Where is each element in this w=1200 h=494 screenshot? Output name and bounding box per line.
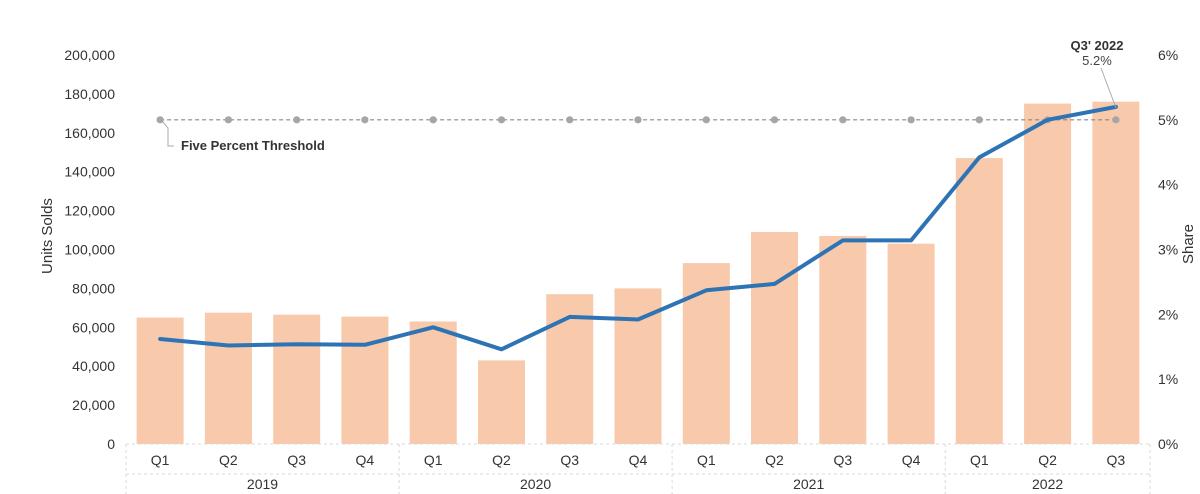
bar (1092, 101, 1140, 444)
x-tick-label: Q4 (629, 452, 648, 468)
share-line-layer (158, 104, 1118, 352)
x-tick-label: Q2 (765, 452, 784, 468)
threshold-marker (770, 116, 779, 124)
x-group-label: 2022 (1032, 476, 1063, 492)
x-tick-label: Q3 (560, 452, 579, 468)
bar (341, 316, 389, 444)
y-tick-label: 40,000 (72, 358, 115, 374)
x-tick-label: Q3 (287, 452, 306, 468)
threshold-marker (224, 116, 232, 124)
share-line (158, 104, 1118, 352)
x-tick-label: Q1 (970, 452, 989, 468)
x-tick-label: Q1 (151, 452, 170, 468)
threshold-marker (361, 116, 369, 124)
y2-tick-label: 6% (1158, 47, 1178, 63)
bar (204, 312, 252, 444)
bar (273, 314, 321, 444)
y-tick-label: 80,000 (72, 280, 115, 296)
threshold-marker (975, 116, 983, 124)
x-axis: Q1 Q2 Q3 Q4 Q1 Q2 Q3 Q4 Q1 Q2 Q3 Q4 Q1 Q2 Q3 2019 2020 20… (125, 443, 1151, 494)
threshold-marker (702, 116, 710, 124)
bar (751, 232, 798, 444)
y-tick-label: 180,000 (64, 86, 115, 102)
bar (887, 243, 935, 444)
bar (819, 235, 867, 444)
annotation-value: 5.2% (1082, 53, 1112, 68)
y-axis-title: Units Solds (39, 198, 56, 274)
y2-tick-label: 0% (1158, 436, 1178, 452)
threshold-marker (429, 116, 437, 124)
x-group-label: 2019 (247, 476, 278, 492)
y-axis-right: 0% 1% 2% 3% 4% 5% 6% (1158, 47, 1178, 452)
x-group-label: 2021 (793, 476, 824, 492)
y-tick-label: 100,000 (64, 242, 115, 258)
y-tick-label: 120,000 (64, 203, 115, 219)
bar (409, 321, 457, 444)
threshold-marker (293, 116, 301, 124)
threshold-marker (634, 116, 642, 124)
bar (136, 317, 184, 444)
threshold-marker (839, 116, 847, 124)
x-tick-label: Q3 (833, 452, 852, 468)
threshold-layer (156, 116, 1120, 124)
bar (955, 158, 1003, 444)
y-tick-label: 20,000 (72, 397, 115, 413)
threshold-label: Five Percent Threshold (181, 138, 325, 153)
bars-layer (136, 101, 1140, 444)
y-tick-label: 140,000 (64, 164, 115, 180)
y2-tick-label: 5% (1158, 112, 1178, 128)
y2-tick-label: 3% (1158, 242, 1178, 258)
y-tick-label: 200,000 (64, 47, 115, 63)
y-tick-label: 60,000 (72, 319, 115, 335)
bar (1024, 103, 1072, 444)
y2-tick-label: 4% (1158, 177, 1178, 193)
x-group-label: 2020 (520, 476, 551, 492)
x-tick-label: Q4 (902, 452, 921, 468)
x-tick-label: Q2 (1038, 452, 1057, 468)
x-tick-label: Q2 (492, 452, 511, 468)
bar (478, 360, 525, 444)
y2-tick-label: 1% (1158, 371, 1178, 387)
y-tick-label: 160,000 (64, 125, 115, 141)
last-point-annotation: Q3' 2022 5.2% (1071, 38, 1124, 109)
y2-axis-title: Share (1180, 224, 1197, 264)
y-tick-label: 0 (107, 436, 115, 452)
threshold-marker (907, 116, 915, 124)
threshold-marker (497, 116, 506, 124)
threshold-marker (566, 116, 574, 124)
x-tick-label: Q3 (1107, 452, 1126, 468)
x-tick-label: Q1 (424, 452, 443, 468)
x-tick-label: Q2 (219, 452, 238, 468)
bar (682, 263, 730, 444)
threshold-marker (1112, 116, 1120, 124)
x-tick-label: Q4 (356, 452, 375, 468)
x-tick-label: Q1 (697, 452, 716, 468)
y-axis-left: 0 20,000 40,000 60,000 80,000 100,000 120,000 1… (64, 47, 115, 452)
threshold-annotation: Five Percent Threshold (161, 120, 325, 153)
y2-tick-label: 2% (1158, 306, 1178, 322)
annotation-title: Q3' 2022 (1071, 38, 1124, 53)
